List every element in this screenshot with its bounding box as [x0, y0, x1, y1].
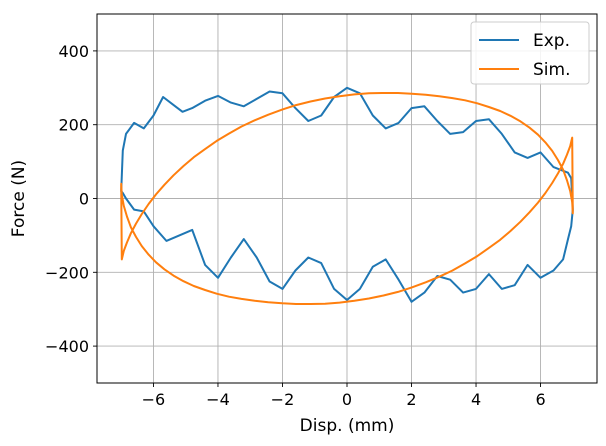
- y-tick-label: 0: [79, 190, 89, 209]
- series-layer: [120, 86, 574, 305]
- legend-label-exp: Exp.: [533, 31, 570, 51]
- legend-box: [470, 21, 590, 85]
- x-tick-label: 4: [471, 390, 481, 409]
- y-axis-label: Force (N): [9, 160, 29, 237]
- y-tick-label: 400: [58, 42, 89, 61]
- x-tick-label: 0: [342, 390, 352, 409]
- x-tick-label: 2: [406, 390, 416, 409]
- x-tick-label: −6: [142, 390, 166, 409]
- ticks: −6 −4 −2 0 2 4 6 −400 −200 0 200 400: [45, 42, 546, 409]
- y-tick-label: 200: [58, 116, 89, 135]
- x-tick-label: −4: [206, 390, 230, 409]
- x-axis-label: Disp. (mm): [300, 416, 395, 436]
- x-tick-label: −2: [271, 390, 295, 409]
- y-tick-label: −200: [45, 263, 89, 282]
- series-line-sim: [120, 92, 574, 305]
- legend: Exp. Sim.: [470, 21, 590, 85]
- x-tick-label: 6: [535, 390, 545, 409]
- y-tick-label: −400: [45, 337, 89, 356]
- legend-label-sim: Sim.: [533, 60, 570, 80]
